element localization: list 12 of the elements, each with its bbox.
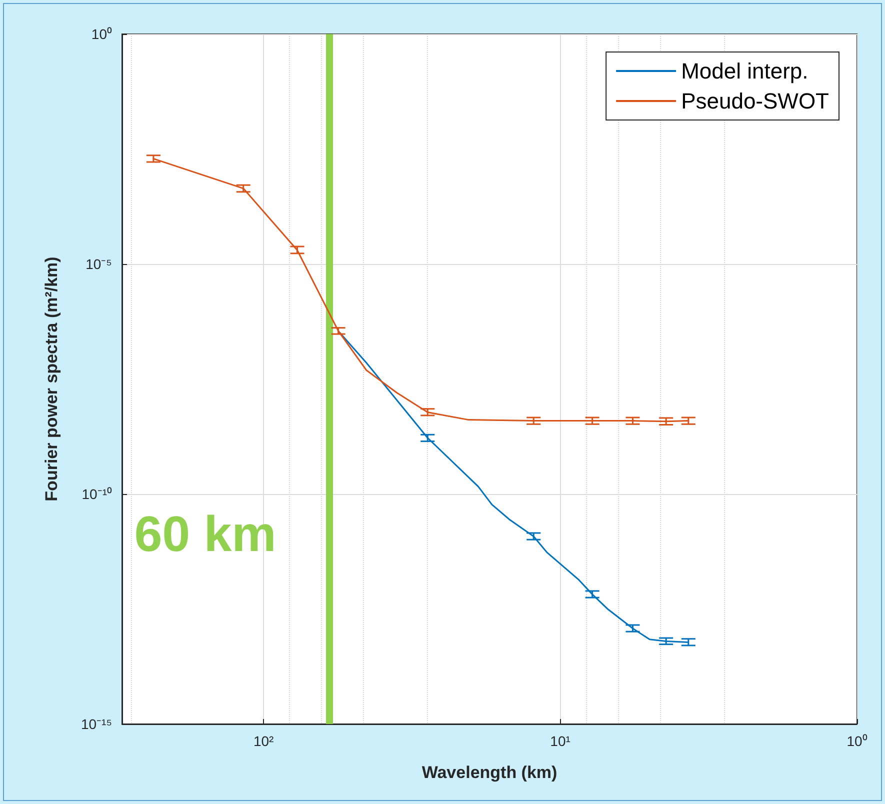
y-tick-label: 10⁻⁵ — [86, 256, 112, 272]
ref-line-label: 60 km — [134, 506, 276, 562]
legend-label: Model interp. — [681, 58, 808, 84]
x-axis-title: Wavelength (km) — [422, 763, 558, 782]
y-tick-label: 10⁰ — [91, 26, 112, 42]
x-tick-label: 10⁰ — [846, 733, 868, 749]
y-axis-title: Fourier power spectra (m²/km) — [42, 256, 61, 502]
y-tick-label: 10⁻¹⁰ — [82, 486, 112, 502]
x-tick-label: 10² — [253, 733, 274, 749]
x-tick-label: 10¹ — [550, 733, 571, 749]
legend-label: Pseudo-SWOT — [681, 88, 830, 114]
y-tick-label: 10⁻¹⁵ — [80, 716, 112, 732]
